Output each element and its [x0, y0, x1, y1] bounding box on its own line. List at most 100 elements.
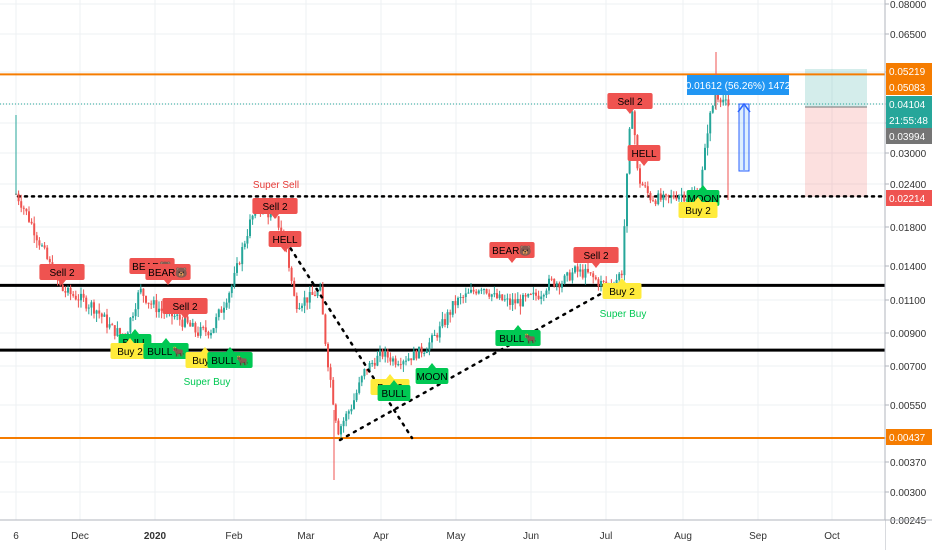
time-tick-label: Jul: [600, 531, 613, 542]
annotation-badge: [377, 385, 411, 401]
candle-body: [67, 287, 69, 293]
time-tick-label: Aug: [674, 531, 692, 542]
candle-body: [680, 194, 683, 196]
annotation-pointer: [428, 363, 436, 368]
annotation-label: MOON: [687, 194, 718, 205]
candle-body: [85, 297, 88, 309]
time-tick-label: 2020: [144, 531, 167, 542]
candle-body: [160, 308, 163, 311]
candle-body: [22, 207, 25, 209]
annotation-badge: [495, 330, 541, 346]
candle-body: [457, 297, 459, 306]
candle-body: [519, 298, 522, 307]
price-tick-label: 0.01100: [890, 296, 926, 307]
candle-body: [516, 298, 519, 304]
annotation-label: HELL: [631, 149, 656, 160]
candle-body: [111, 324, 114, 326]
candle-body: [527, 294, 530, 297]
candle-body: [646, 186, 649, 193]
candle-body: [113, 325, 116, 336]
annotation-label: Sell 2: [262, 202, 287, 213]
candle-body: [672, 195, 675, 198]
candle-body: [451, 301, 454, 315]
candle-body: [236, 263, 238, 273]
annotation-pointer: [164, 280, 172, 285]
candle-body: [30, 221, 33, 224]
candle-body: [446, 312, 449, 325]
candle-body: [524, 294, 527, 297]
candle-body: [480, 289, 483, 291]
candle-body: [514, 299, 517, 304]
candle-body: [535, 292, 537, 296]
price-badge-box: [886, 190, 932, 206]
candle-body: [230, 285, 233, 294]
candle-body: [423, 352, 426, 354]
candle-body: [220, 309, 223, 313]
candle-body: [659, 193, 662, 200]
candle-body: [561, 283, 563, 288]
annotation-label: Buy 2: [192, 356, 218, 367]
annotation-label: BULL🐂: [499, 333, 536, 345]
candle-body: [418, 346, 420, 359]
loss-zone: [805, 107, 867, 197]
annotation-label: Sell 2: [172, 302, 197, 313]
candle-body: [28, 211, 30, 222]
candle-body: [329, 367, 332, 380]
candle-body: [137, 292, 140, 310]
candle-body: [303, 297, 306, 306]
candle-body: [95, 310, 98, 314]
candle-body: [649, 192, 652, 201]
annotation-badge: [39, 264, 85, 280]
candle-body: [290, 267, 293, 281]
annotation-pointer: [162, 338, 170, 343]
price-tick-label: 0.00700: [890, 362, 927, 373]
annotation-label: Sell 2: [49, 268, 74, 279]
candle-body: [212, 328, 215, 333]
candle-body: [142, 288, 145, 296]
candle-body: [566, 272, 569, 276]
measure-tool[interactable]: 0.01612 (56.26%) 1472: [686, 75, 791, 172]
signal-annotations: Sell 2 BEAR🐻 BEAR🐻 Sell 2 Super Sell Sell 2 HE…: [39, 93, 720, 401]
candle-body: [217, 309, 220, 318]
annotation-badge: [607, 93, 653, 109]
candle-body: [306, 297, 309, 303]
candle-body: [181, 319, 184, 327]
candle-body: [17, 193, 20, 202]
time-axis[interactable]: 6 Dec 2020 Feb Mar Apr May Jun Jul Aug Sep Oct: [0, 519, 932, 550]
candle-body: [108, 324, 111, 328]
candle-body: [618, 273, 621, 280]
candle-body: [384, 351, 387, 357]
price-axis[interactable]: 0.080000.065000.053000.043000.035000.030…: [884, 0, 932, 550]
candle-body: [311, 292, 314, 295]
price-badge-label: 21:55:48: [889, 116, 928, 127]
position-zones: [805, 69, 867, 197]
candle-body: [537, 295, 540, 299]
candle-body: [293, 280, 296, 296]
candle-body: [173, 315, 176, 317]
annotation-pointer: [514, 325, 522, 330]
candle-body: [667, 195, 670, 197]
candle-body: [555, 283, 558, 287]
candle-body: [548, 278, 550, 291]
price-tick-label: 0.00245: [890, 516, 927, 527]
trendline-up: [338, 280, 624, 442]
candle-body: [269, 212, 272, 218]
candle-body: [683, 194, 686, 202]
candle-body: [472, 289, 475, 292]
candle-body: [280, 227, 283, 234]
candle-body: [485, 289, 488, 294]
time-tick-label: Jun: [523, 531, 539, 542]
measure-label: 0.01612 (56.26%) 1472: [686, 81, 791, 92]
candle-body: [438, 326, 441, 338]
candle-body: [399, 364, 402, 366]
candle-body: [542, 294, 545, 297]
candle-body: [324, 314, 327, 344]
candle-body: [704, 147, 706, 170]
candle-body: [571, 272, 574, 281]
candle-body: [371, 362, 374, 364]
candle-body: [558, 283, 561, 288]
candle-body: [407, 358, 410, 361]
candle-body: [602, 280, 605, 282]
annotation-pointer: [390, 380, 398, 385]
